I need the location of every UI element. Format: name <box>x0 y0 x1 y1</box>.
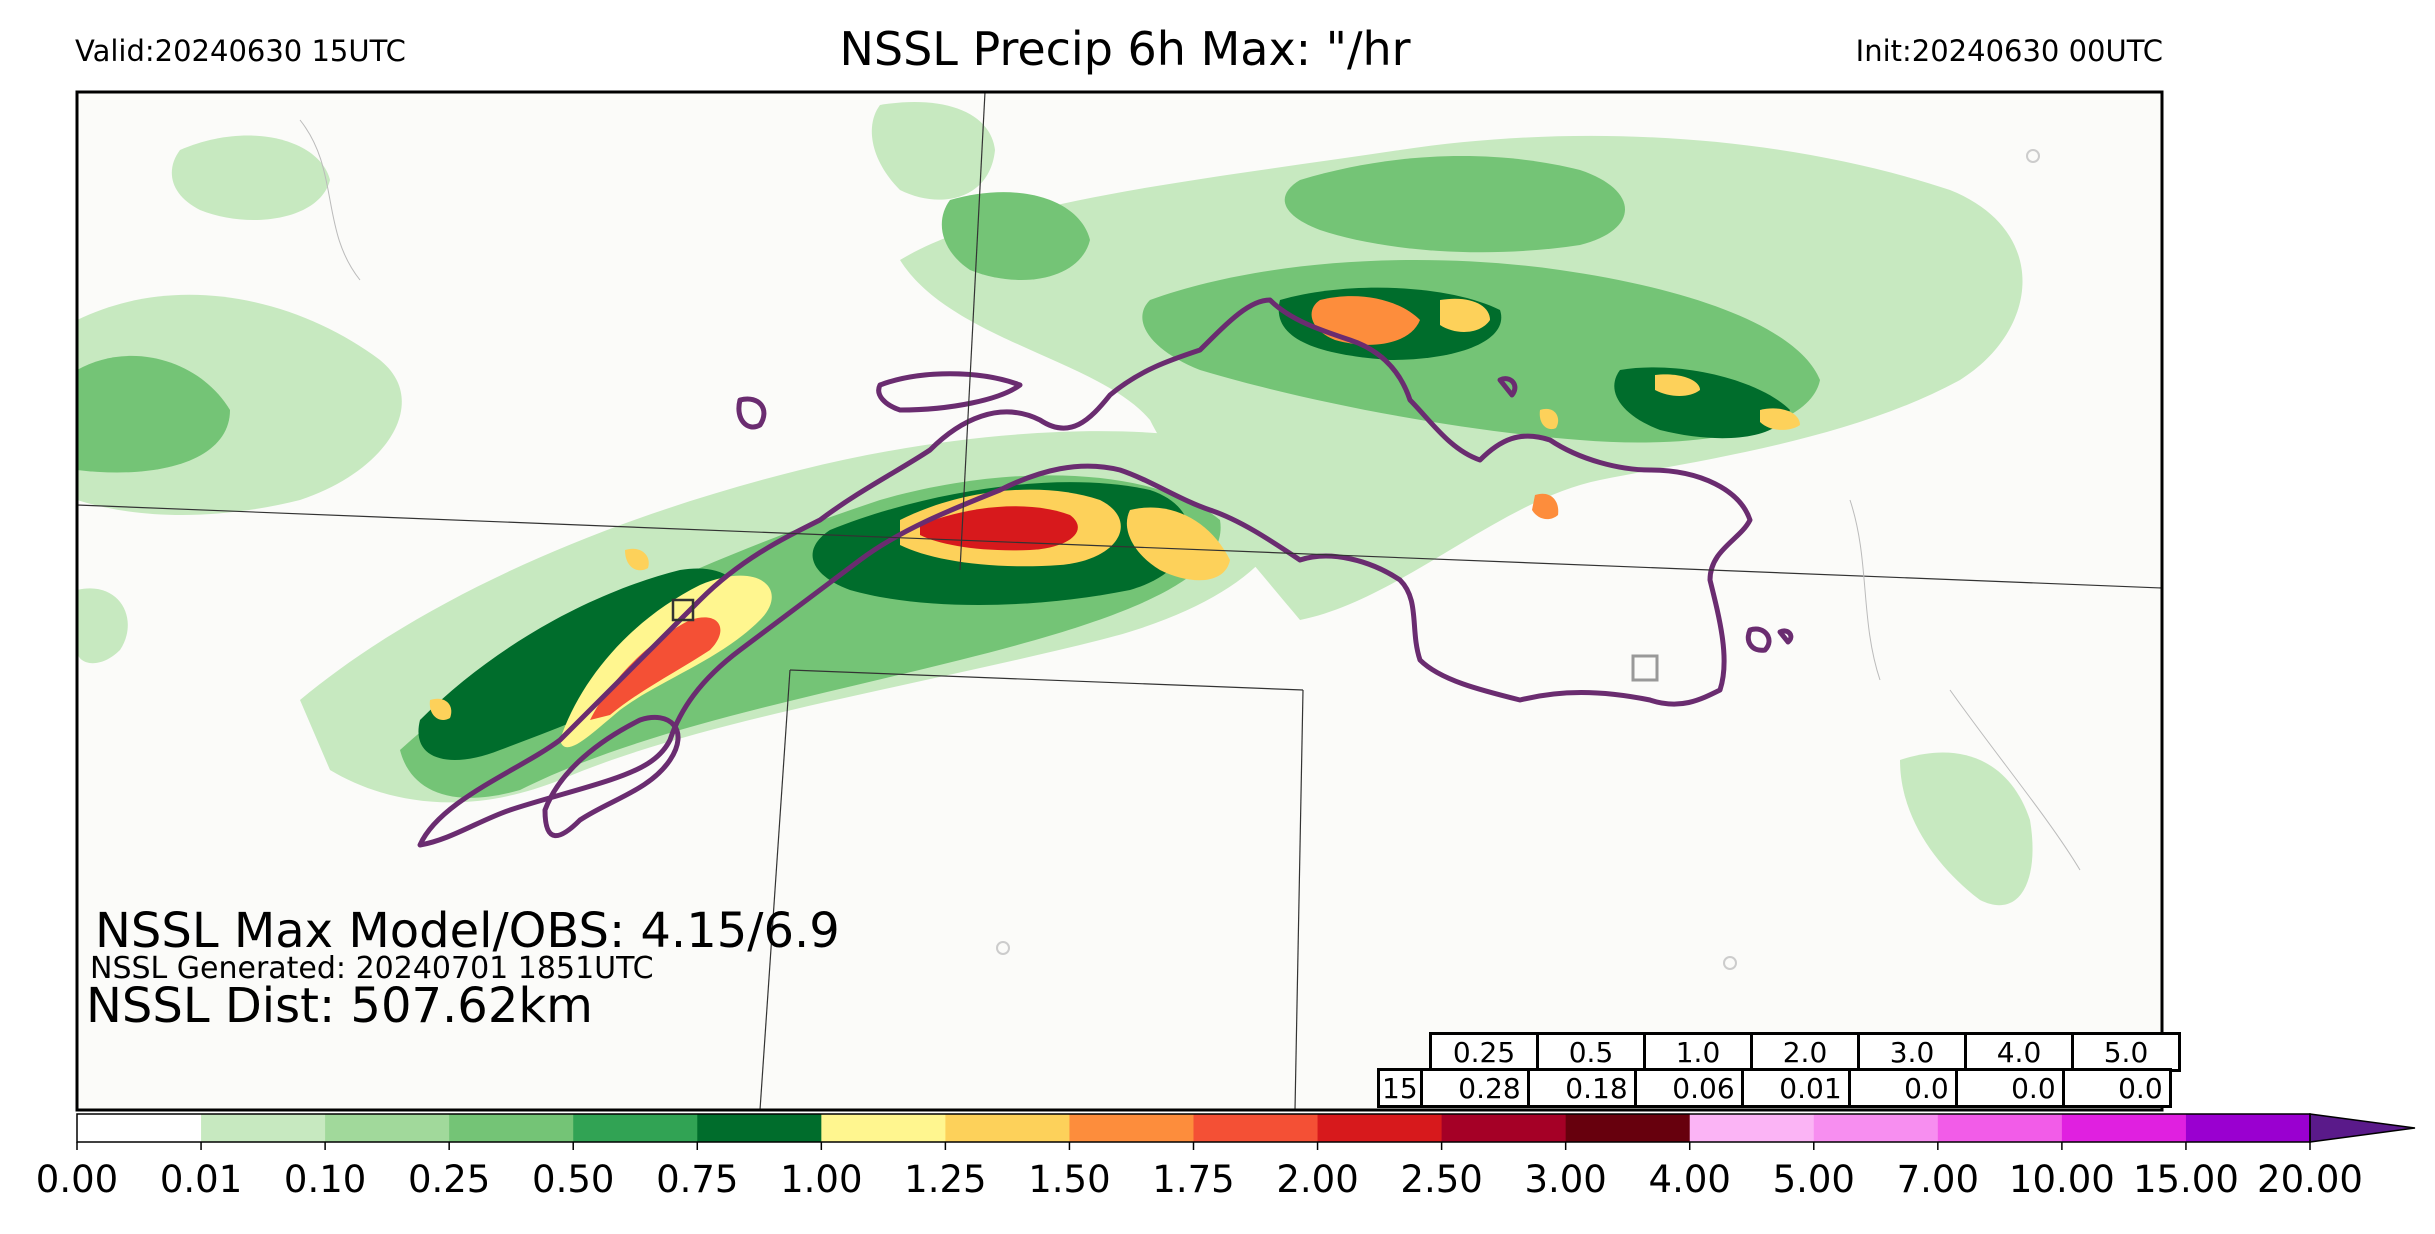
threshold-header-cell: 5.0 <box>2071 1032 2181 1072</box>
colorbar-segment <box>449 1114 574 1142</box>
colorbar-tick-label: 1.50 <box>1028 1158 1111 1201</box>
colorbar-segment <box>1069 1114 1194 1142</box>
colorbar-tick-label: 1.25 <box>904 1158 987 1201</box>
colorbar-tick-label: 0.50 <box>532 1158 615 1201</box>
city-marker <box>2026 149 2040 163</box>
threshold-value-cell: 0.06 <box>1633 1068 1744 1108</box>
colorbar <box>76 1113 2416 1150</box>
colorbar-tick-label: 2.00 <box>1276 1158 1359 1201</box>
colorbar-extend-arrow <box>2309 1113 2416 1143</box>
max-model-obs-label: NSSL Max Model/OBS: 4.15/6.9 <box>95 903 840 959</box>
colorbar-segment <box>1937 1114 2063 1142</box>
minor-boundaries <box>299 119 2081 871</box>
threshold-header-table: 0.25 0.5 1.0 2.0 3.0 4.0 5.0 <box>1429 1032 2181 1072</box>
threshold-header-cell: 4.0 <box>1964 1032 2074 1072</box>
valid-time-label: Valid:20240630 15UTC <box>75 34 406 68</box>
colorbar-segment <box>2185 1114 2311 1142</box>
colorbar-tick-label: 20.00 <box>2257 1158 2363 1201</box>
colorbar-segment <box>77 1114 202 1142</box>
generated-time-label: NSSL Generated: 20240701 1851UTC <box>90 951 654 986</box>
plot-title: NSSL Precip 6h Max: "/hr <box>839 22 1411 76</box>
intense-precip-cores <box>429 296 1800 748</box>
colorbar-segment <box>1565 1114 1691 1142</box>
threshold-header-cell: 1.0 <box>1643 1032 1753 1072</box>
colorbar-segment <box>1813 1114 1939 1142</box>
threshold-value-cell: 0.28 <box>1419 1068 1530 1108</box>
colorbar-tick-label: 7.00 <box>1896 1158 1980 1201</box>
state-borders <box>77 92 2162 1110</box>
colorbar-tick-label: 1.75 <box>1152 1158 1235 1201</box>
city-marker <box>1723 956 1737 970</box>
colorbar-tick-label: 0.25 <box>407 1158 491 1201</box>
threshold-value-cell: 0.18 <box>1526 1068 1637 1108</box>
threshold-value-cell: 0.01 <box>1740 1068 1851 1108</box>
colorbar-tick-label: 4.00 <box>1648 1158 1731 1201</box>
colorbar-tick-label: 3.00 <box>1524 1158 1607 1201</box>
colorbar-tick-label: 1.00 <box>780 1158 863 1201</box>
threshold-values-table: 15 0.28 0.18 0.06 0.01 0.0 0.0 0.0 <box>1377 1068 2172 1108</box>
colorbar-segment <box>573 1114 698 1142</box>
init-time-label: Init:20240630 00UTC <box>1855 34 2163 68</box>
threshold-value-cell: 0.0 <box>2061 1068 2172 1108</box>
colorbar-segment <box>1193 1114 1319 1142</box>
distance-label: NSSL Dist: 507.62km <box>86 978 593 1034</box>
colorbar-segment <box>325 1114 450 1142</box>
threshold-value-cell: 0.0 <box>1847 1068 1958 1108</box>
model-max-marker <box>671 598 695 622</box>
colorbar-segment <box>1441 1114 1567 1142</box>
colorbar-segment <box>697 1114 822 1142</box>
threshold-value-cell: 0.0 <box>1954 1068 2065 1108</box>
map-frame <box>75 90 2164 1112</box>
colorbar-tick-label: 10.00 <box>2008 1158 2115 1201</box>
threshold-header-cell: 3.0 <box>1857 1032 1967 1072</box>
colorbar-tick-label: 2.50 <box>1400 1158 1483 1201</box>
colorbar-segment <box>1689 1114 1815 1142</box>
colorbar-tick-label: 15.00 <box>2132 1158 2239 1201</box>
colorbar-tick-label: 0.75 <box>656 1158 739 1201</box>
colorbar-tick-label: 0.10 <box>283 1158 367 1201</box>
threshold-header-cell: 0.5 <box>1536 1032 1646 1072</box>
colorbar-segment <box>821 1114 946 1142</box>
colorbar-segment <box>2061 1114 2187 1142</box>
colorbar-tick-label: 0.01 <box>159 1158 243 1201</box>
observed-precip-contour <box>417 297 1794 848</box>
colorbar-segment <box>945 1114 1070 1142</box>
obs-max-marker <box>1631 654 1659 682</box>
threshold-header-cell: 2.0 <box>1750 1032 1860 1072</box>
colorbar-segment <box>1317 1114 1443 1142</box>
colorbar-segment <box>201 1114 326 1142</box>
threshold-header-cell: 0.25 <box>1429 1032 1539 1072</box>
threshold-row-label: 15 <box>1377 1068 1423 1108</box>
city-marker <box>996 941 1010 955</box>
colorbar-tick-label: 0.00 <box>35 1158 119 1201</box>
colorbar-tick-label: 5.00 <box>1772 1158 1855 1201</box>
